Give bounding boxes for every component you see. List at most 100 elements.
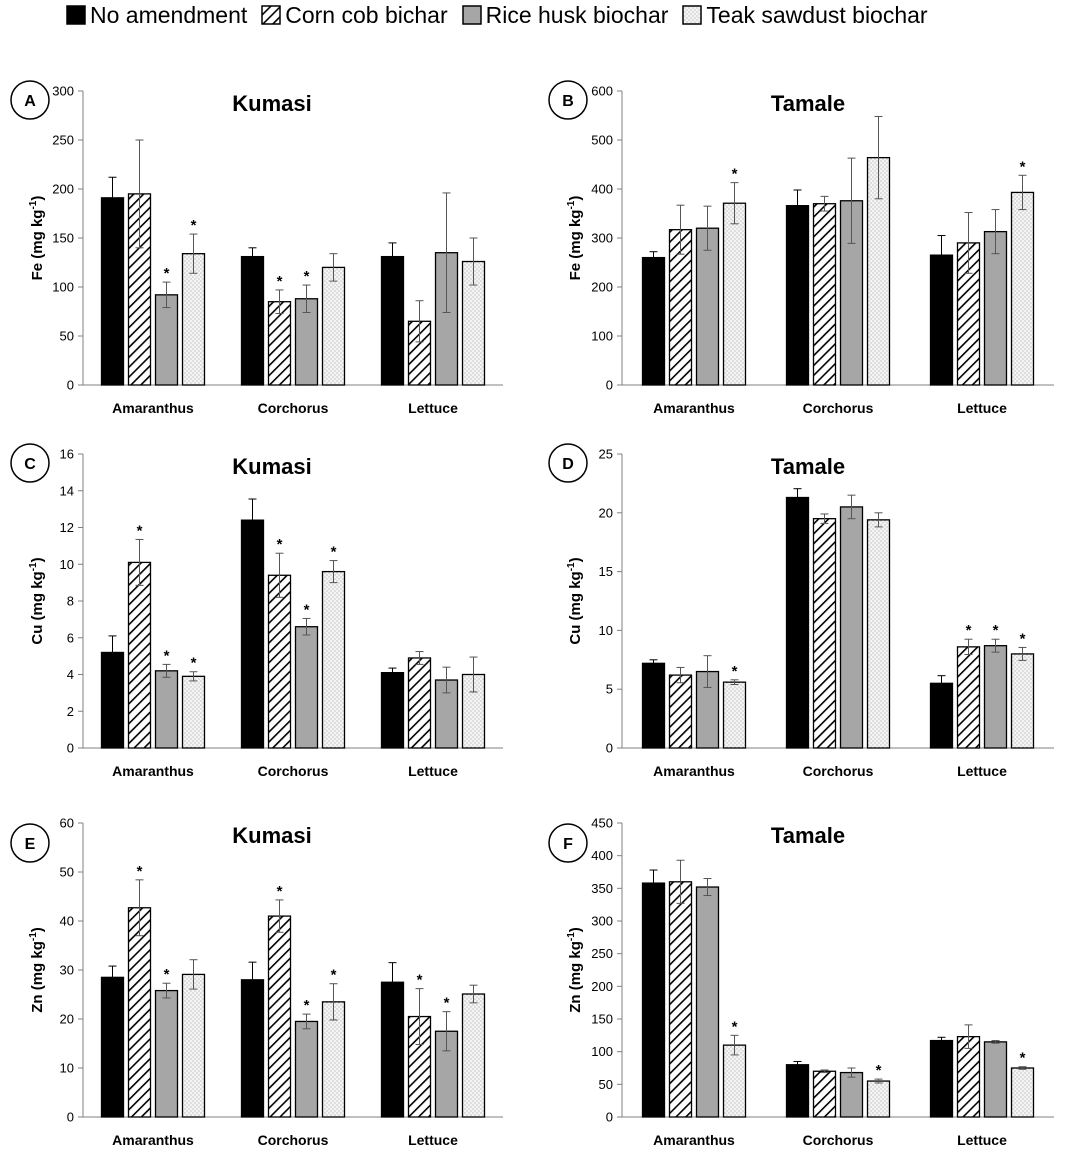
y-tick-label: 10 [60, 557, 74, 572]
category-label: Corchorus [258, 400, 329, 416]
panel-label: C [24, 456, 36, 473]
y-axis-label: Cu (mg kg-1) [28, 557, 46, 644]
bar-teak-sawdust [1010, 191, 1035, 386]
y-axis-label-element: Fe (mg kg [567, 210, 584, 281]
bar-teak-sawdust [866, 1080, 891, 1118]
significance-asterisk: * [417, 972, 423, 989]
significance-asterisk: * [164, 265, 170, 282]
y-axis-label-element: Cu (mg kg [567, 571, 584, 644]
significance-asterisk: * [1020, 1050, 1026, 1067]
y-tick-label: 5 [606, 682, 613, 697]
panel-label: A [24, 93, 36, 110]
y-axis-label-close: ) [567, 557, 584, 562]
legend: No amendment Corn cob bichar Rice husk b… [66, 0, 1066, 30]
significance-asterisk: * [304, 997, 310, 1014]
category-label: Lettuce [957, 1132, 1007, 1148]
chart-panel-d: 0 5 10 15 20 25 * Amaranthus Corchorus * * * Lettuce… [548, 443, 1054, 779]
bar-corn-cob [127, 907, 152, 1118]
bar-corn-cob [668, 881, 693, 1118]
category-label: Lettuce [408, 400, 458, 416]
category-label: Corchorus [258, 1132, 329, 1148]
y-tick-label: 60 [60, 816, 74, 831]
chart-title: Kumasi [232, 454, 311, 479]
bar-no-amendment [100, 197, 125, 386]
y-axis-label-superscript: -1 [566, 562, 577, 571]
significance-asterisk: * [304, 268, 310, 285]
significance-asterisk: * [277, 273, 283, 290]
significance-asterisk: * [993, 622, 999, 639]
y-axis-label-element: Cu (mg kg [29, 571, 46, 644]
y-axis-label: Cu (mg kg-1) [566, 557, 584, 644]
panel-label-circle [548, 80, 588, 120]
chart-panel-f: 0 50 100 150 200 250 300 350 400 450 * Amaranthus * C… [548, 816, 1054, 1148]
bar-corn-cob [127, 561, 152, 749]
legend-label: Corn cob bichar [285, 1, 448, 28]
y-tick-label: 50 [60, 329, 74, 344]
bar-corn-cob [812, 518, 837, 749]
y-tick-label: 500 [591, 133, 613, 148]
significance-asterisk: * [137, 522, 143, 539]
significance-asterisk: * [444, 995, 450, 1012]
bar-rice-husk [695, 886, 720, 1118]
y-axis-label-element: Zn (mg kg [567, 941, 584, 1013]
panel-label-circle [10, 823, 50, 863]
bar-teak-sawdust [321, 266, 346, 386]
chart-panel-b: 0 100 200 300 400 500 600 * Amaranthus Corchorus *… [548, 80, 1054, 416]
significance-asterisk: * [331, 544, 337, 561]
y-tick-label: 200 [591, 979, 613, 994]
bar-no-amendment [641, 256, 666, 386]
significance-asterisk: * [277, 883, 283, 900]
chart-panel-a: 0 50 100 150 200 250 300 * * Amaranthus * * Corchoru… [10, 80, 503, 416]
panel-label-circle [10, 443, 50, 483]
bar-teak-sawdust [181, 675, 206, 749]
panel-label-circle [548, 823, 588, 863]
bar-corn-cob [407, 657, 432, 749]
bar-corn-cob [668, 674, 693, 749]
category-label: Lettuce [408, 1132, 458, 1148]
y-tick-label: 12 [60, 520, 74, 535]
category-label: Lettuce [957, 763, 1007, 779]
bar-rice-husk [983, 230, 1008, 386]
legend-swatch-dots-icon [682, 5, 703, 25]
y-axis-label-superscript: -1 [28, 932, 39, 941]
y-axis-label-close: ) [29, 557, 46, 562]
bar-teak-sawdust [866, 519, 891, 749]
chart-title: Tamale [771, 454, 845, 479]
y-tick-label: 400 [591, 848, 613, 863]
y-axis-label: Zn (mg kg-1) [566, 927, 584, 1013]
bar-no-amendment [100, 976, 125, 1118]
y-tick-label: 100 [591, 1044, 613, 1059]
bar-no-amendment [929, 1039, 954, 1118]
significance-asterisk: * [331, 967, 337, 984]
y-tick-label: 0 [606, 378, 613, 393]
significance-asterisk: * [191, 655, 197, 672]
y-axis-label-element: Zn (mg kg [29, 941, 46, 1013]
significance-asterisk: * [137, 863, 143, 880]
bar-rice-husk [983, 645, 1008, 749]
bar-no-amendment [240, 979, 265, 1118]
bar-corn-cob [812, 203, 837, 386]
significance-asterisk: * [732, 1018, 738, 1035]
y-tick-label: 10 [60, 1061, 74, 1076]
y-tick-label: 200 [591, 280, 613, 295]
category-label: Amaranthus [653, 1132, 735, 1148]
panel-label: B [562, 93, 574, 110]
y-tick-label: 150 [52, 231, 74, 246]
y-tick-label: 150 [591, 1012, 613, 1027]
y-tick-label: 14 [60, 483, 74, 498]
significance-asterisk: * [876, 1062, 882, 1079]
bar-corn-cob [812, 1070, 837, 1118]
bar-no-amendment [785, 205, 810, 386]
bar-no-amendment [380, 981, 405, 1118]
y-tick-label: 25 [599, 447, 613, 462]
significance-asterisk: * [164, 647, 170, 664]
y-axis-label-close: ) [567, 927, 584, 932]
significance-asterisk: * [732, 663, 738, 680]
y-axis-label-superscript: -1 [28, 562, 39, 571]
bar-rice-husk [154, 294, 179, 386]
bar-corn-cob [956, 646, 981, 749]
bar-teak-sawdust [722, 202, 747, 386]
y-axis-label: Fe (mg kg-1) [566, 196, 584, 281]
legend-item-rice-husk: Rice husk biochar [461, 2, 668, 29]
bar-teak-sawdust [321, 570, 346, 749]
